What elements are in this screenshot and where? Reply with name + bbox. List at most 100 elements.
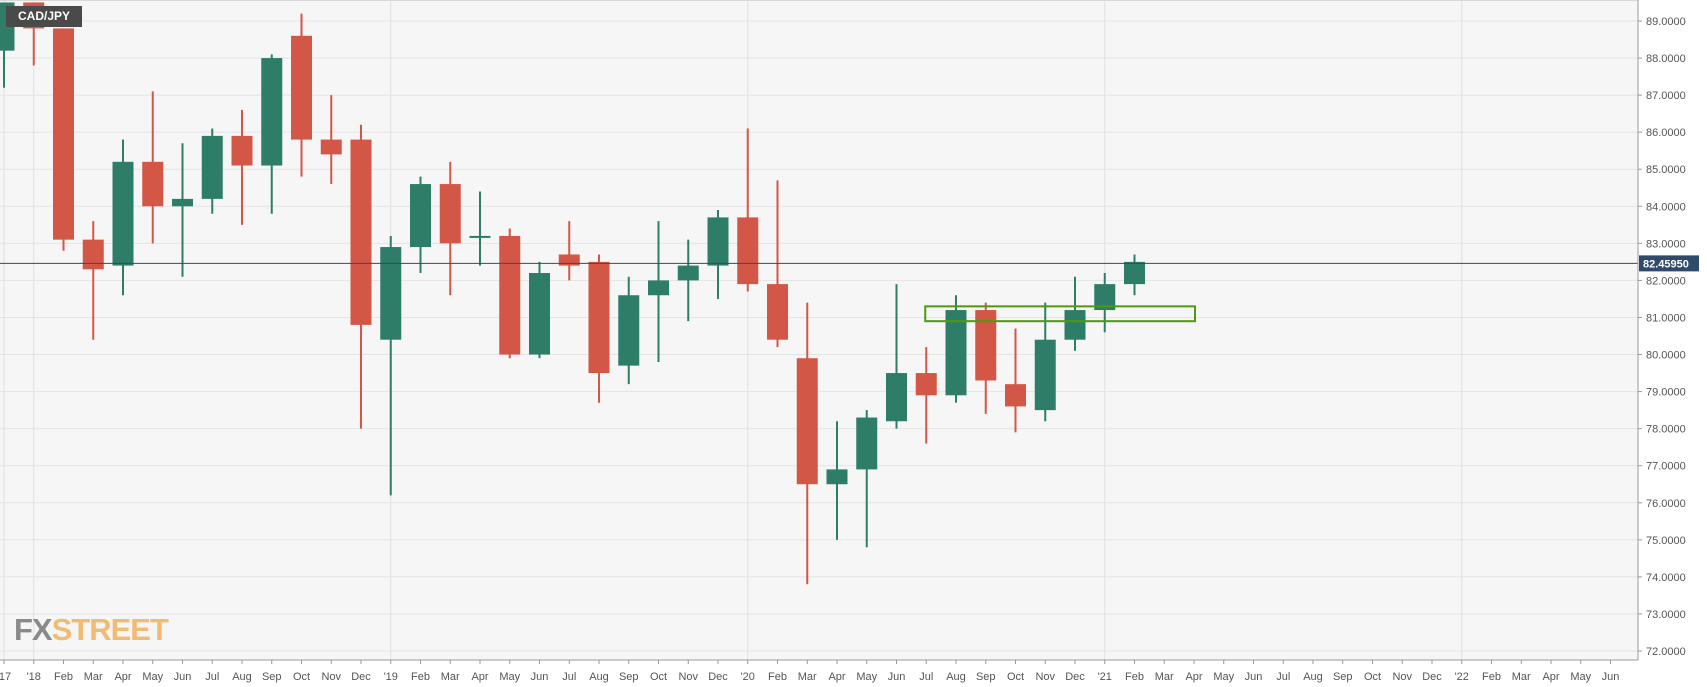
candle-body: [886, 373, 907, 422]
candle-body: [677, 265, 699, 281]
y-tick-label: 89.0000: [1646, 16, 1686, 28]
x-tick-label: May: [1213, 671, 1234, 683]
x-tick-label: Nov: [1035, 671, 1055, 683]
candle-body: [261, 58, 283, 166]
x-tick-label: Oct: [1364, 671, 1381, 683]
x-tick-label: Jul: [562, 671, 576, 683]
candle-body: [945, 310, 967, 396]
x-tick-label: Apr: [114, 671, 131, 683]
y-tick-label: 84.0000: [1646, 201, 1686, 213]
candle-body: [558, 254, 580, 266]
x-tick-label: '20: [741, 671, 755, 683]
x-tick-label: Dec: [708, 671, 728, 683]
symbol-badge: CAD/JPY: [6, 6, 83, 27]
y-tick-label: 83.0000: [1646, 238, 1686, 250]
candle-body: [499, 235, 521, 355]
candle-body: [915, 373, 937, 396]
candle-body: [172, 198, 193, 207]
x-tick-label: Dec: [1065, 671, 1085, 683]
fxstreet-logo: FXSTREET: [14, 612, 169, 648]
candle-body: [1064, 310, 1086, 340]
x-tick-label: Nov: [321, 671, 341, 683]
candle-body: [588, 261, 610, 374]
x-tick-label: Feb: [1125, 671, 1144, 683]
candle-body: [53, 28, 74, 240]
candle-body: [1124, 261, 1145, 285]
y-tick-label: 79.0000: [1646, 387, 1686, 399]
x-tick-label: Aug: [1303, 671, 1323, 683]
y-tick-label: 75.0000: [1646, 535, 1686, 547]
x-tick-label: '17: [0, 671, 11, 683]
y-tick-label: 74.0000: [1646, 572, 1686, 584]
x-tick-label: Aug: [232, 671, 252, 683]
x-tick-label: Oct: [293, 671, 310, 683]
candle-body: [767, 284, 788, 340]
x-tick-label: '18: [27, 671, 41, 683]
candle-body: [142, 161, 164, 207]
candle-body: [975, 310, 997, 381]
x-tick-label: Oct: [1007, 671, 1024, 683]
x-tick-label: Jun: [888, 671, 906, 683]
y-tick-label: 81.0000: [1646, 312, 1686, 324]
x-tick-label: '21: [1098, 671, 1112, 683]
candle-body: [1094, 284, 1116, 311]
x-tick-label: Jul: [1276, 671, 1290, 683]
x-tick-label: Feb: [411, 671, 430, 683]
grid-lines: [0, 0, 1638, 660]
price-axis: 72.0000 73.0000 74.0000 75.0000 76.0000 77.00…: [1637, 0, 1686, 660]
x-tick-label: May: [856, 671, 877, 683]
y-tick-label: 88.0000: [1646, 53, 1686, 65]
candle-body: [618, 295, 640, 366]
x-tick-label: Sep: [1333, 671, 1353, 683]
x-tick-label: '19: [384, 671, 398, 683]
x-tick-label: Feb: [54, 671, 73, 683]
x-tick-label: '22: [1455, 671, 1469, 683]
x-tick-label: Feb: [768, 671, 787, 683]
x-tick-label: Nov: [1392, 671, 1412, 683]
x-tick-label: Mar: [798, 671, 817, 683]
x-tick-label: Jun: [174, 671, 192, 683]
candle-body: [1034, 339, 1056, 411]
y-tick-label: 73.0000: [1646, 609, 1686, 621]
x-tick-label: Jun: [1602, 671, 1620, 683]
x-tick-label: May: [1570, 671, 1591, 683]
logo-street: STREET: [51, 612, 169, 647]
x-tick-label: Mar: [1155, 671, 1174, 683]
y-tick-label: 86.0000: [1646, 127, 1686, 139]
current-price-tag: [1639, 255, 1699, 272]
candle-body: [826, 469, 848, 485]
logo-fx: FX: [14, 612, 53, 647]
x-tick-label: Dec: [351, 671, 371, 683]
x-tick-label: Sep: [262, 671, 282, 683]
x-tick-label: Dec: [1422, 671, 1442, 683]
candle-body: [112, 161, 134, 266]
x-tick-label: Apr: [828, 671, 845, 683]
candle-body: [469, 235, 491, 238]
plot-background: [0, 0, 1638, 660]
x-tick-label: Oct: [650, 671, 667, 683]
candle-body: [439, 184, 461, 244]
overlay-layer: 82.45950: [0, 255, 1699, 323]
x-tick-label: Nov: [678, 671, 698, 683]
x-tick-label: May: [499, 671, 520, 683]
y-tick-label: 82.0000: [1646, 275, 1686, 287]
candle-body: [707, 217, 729, 266]
y-tick-label: 77.0000: [1646, 461, 1686, 473]
current-price-label: 82.45950: [1643, 258, 1689, 270]
candle-body: [350, 139, 372, 325]
x-tick-label: Apr: [1185, 671, 1202, 683]
candle-body: [231, 135, 253, 166]
support-zone-box: [924, 305, 1196, 323]
candle-body: [82, 239, 104, 270]
candle-body: [291, 35, 312, 140]
candle-body: [320, 139, 342, 155]
y-tick-label: 78.0000: [1646, 424, 1686, 436]
y-tick-label: 72.0000: [1646, 646, 1686, 658]
x-tick-label: Jul: [919, 671, 933, 683]
x-tick-label: Mar: [1512, 671, 1531, 683]
x-tick-label: Jun: [531, 671, 549, 683]
x-tick-label: Feb: [1482, 671, 1501, 683]
candle-body: [648, 280, 669, 296]
y-tick-label: 85.0000: [1646, 164, 1686, 176]
